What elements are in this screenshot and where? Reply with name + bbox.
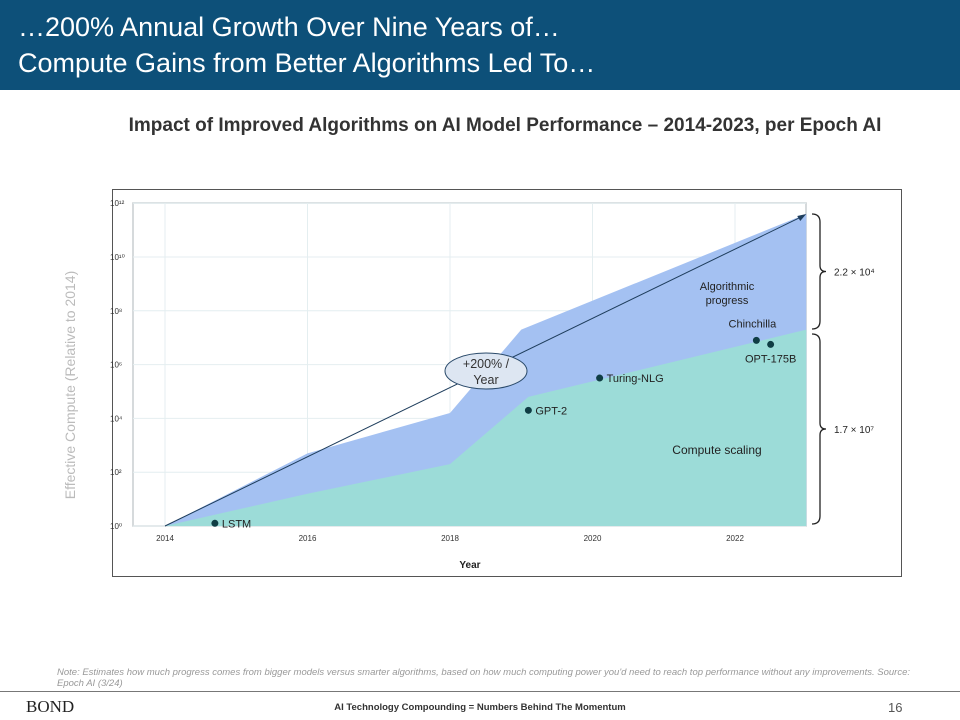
data-point <box>211 519 219 527</box>
point-label: LSTM <box>222 518 251 530</box>
page-number: 16 <box>888 700 903 715</box>
y-axis-title: Effective Compute (Relative to 2014) <box>62 271 78 500</box>
title-line-1: …200% Annual Growth Over Nine Years of… <box>18 12 560 42</box>
data-point <box>524 406 532 414</box>
data-point <box>596 374 604 382</box>
point-label: OPT-175B <box>745 353 796 365</box>
trend-label-line2: Year <box>473 373 498 387</box>
x-tick-label: 2020 <box>584 534 602 543</box>
title-line-2: Compute Gains from Better Algorithms Led… <box>18 48 596 78</box>
trend-label-line1: +200% / <box>463 357 510 371</box>
point-label: Turing-NLG <box>607 373 664 385</box>
y-tick-label: 10⁶ <box>110 361 122 370</box>
x-tick-label: 2014 <box>156 534 174 543</box>
area-label-algo: Algorithmic <box>700 281 755 293</box>
note: Note: Estimates how much progress comes … <box>57 667 910 689</box>
bracket <box>811 213 827 330</box>
y-tick-label: 10¹² <box>110 199 125 208</box>
x-tick-label: 2016 <box>299 534 317 543</box>
point-label: GPT-2 <box>535 405 567 417</box>
trend-label-bubble <box>444 352 528 390</box>
x-axis-title: Year <box>459 560 480 571</box>
bracket-label: 1.7 × 10⁷ <box>834 425 874 436</box>
trend-arrow-head <box>797 213 807 221</box>
bond-logo: BOND <box>26 697 75 716</box>
area-label-algo: progress <box>706 295 749 307</box>
area-compute-scaling <box>165 329 807 526</box>
data-point <box>767 340 775 348</box>
y-tick-label: 10⁸ <box>110 307 122 316</box>
chart-frame <box>112 189 902 577</box>
bracket <box>811 333 827 525</box>
footer-rule <box>0 691 960 692</box>
footer-text: AI Technology Compounding = Numbers Behi… <box>334 702 626 713</box>
y-tick-label: 10⁴ <box>110 414 123 423</box>
y-tick-label: 10² <box>110 468 122 477</box>
header-band: …200% Annual Growth Over Nine Years of… … <box>0 0 960 90</box>
y-tick-label: 10⁰ <box>110 522 122 531</box>
bracket-label: 2.2 × 10⁴ <box>834 268 875 279</box>
chart-subtitle: Impact of Improved Algorithms on AI Mode… <box>128 115 882 136</box>
x-tick-label: 2022 <box>726 534 744 543</box>
x-tick-label: 2018 <box>441 534 459 543</box>
area-label-compute: Compute scaling <box>672 443 761 457</box>
y-tick-label: 10¹⁰ <box>110 253 125 262</box>
data-point <box>752 336 760 344</box>
point-label: Chinchilla <box>729 318 778 330</box>
